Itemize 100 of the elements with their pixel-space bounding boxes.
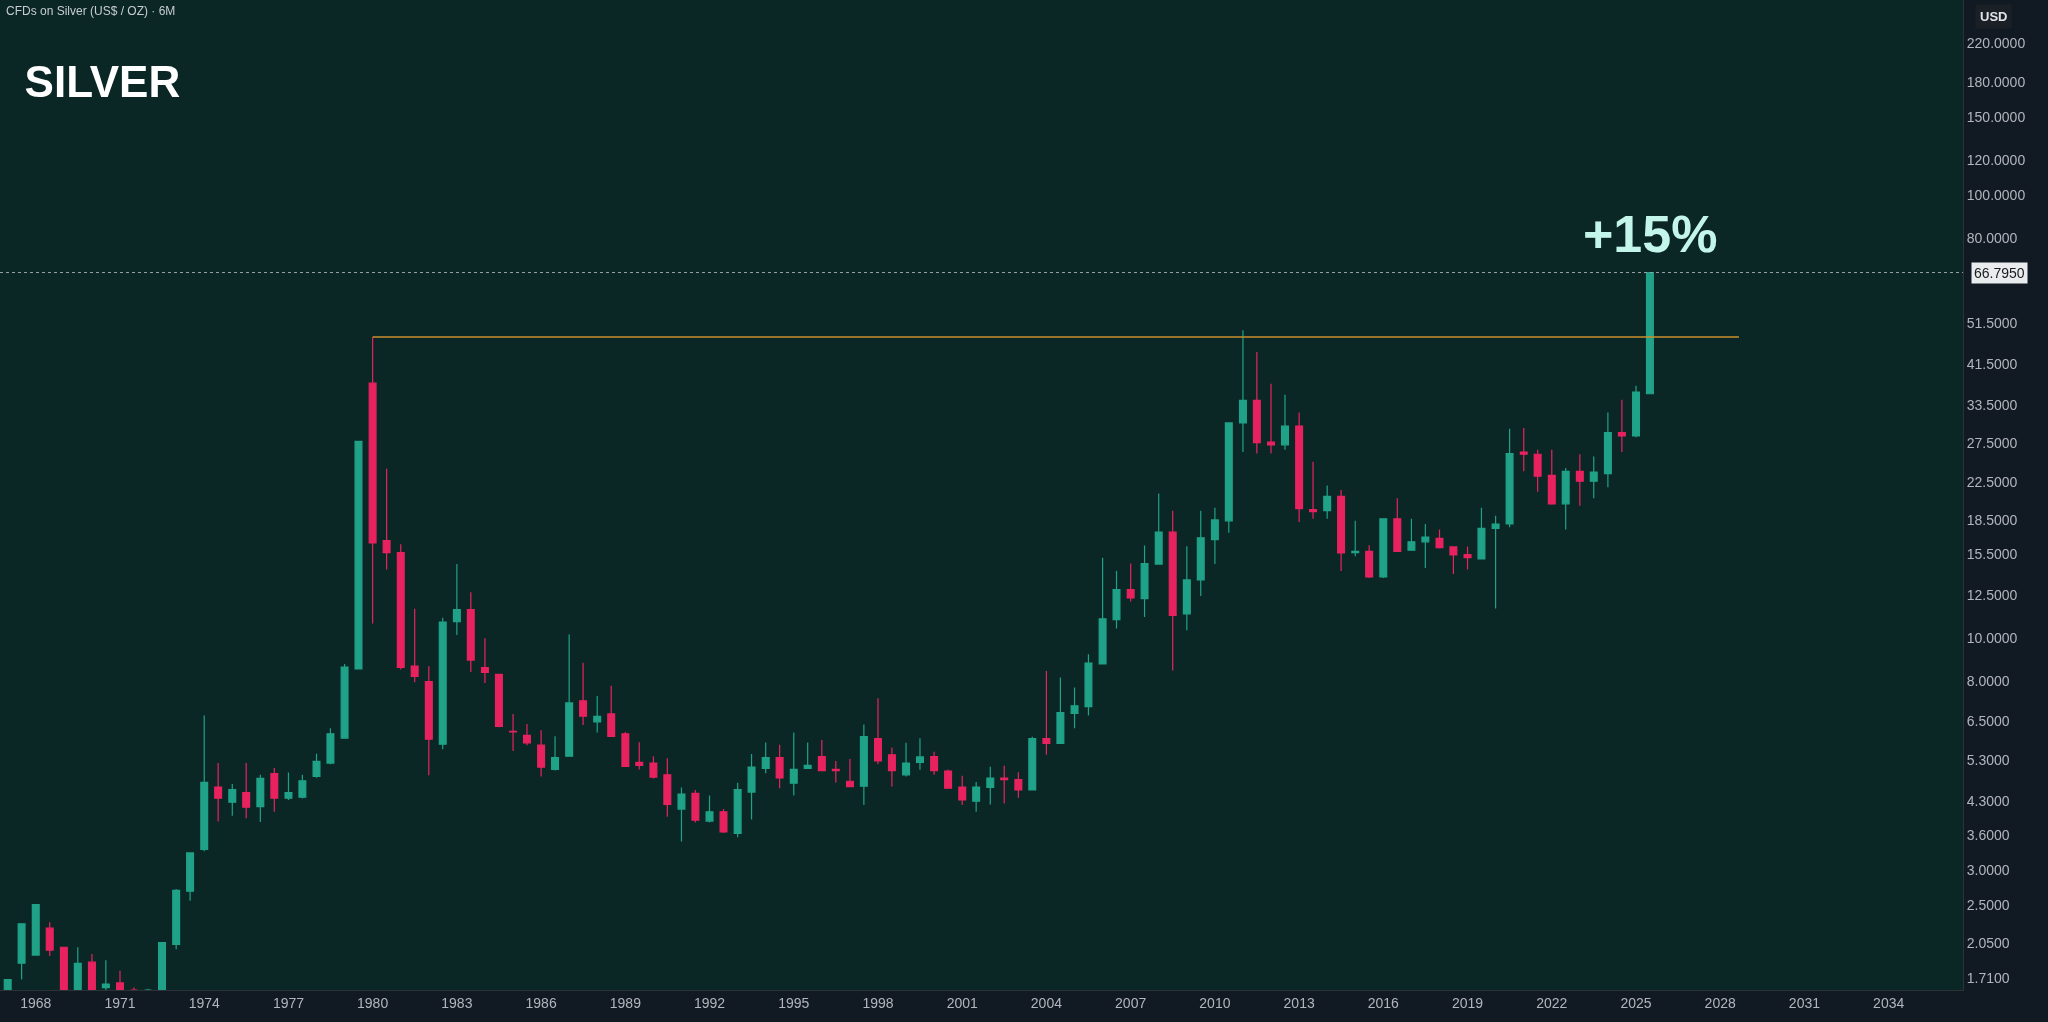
candlestick	[1154, 492, 1163, 565]
x-tick-label: 2025	[1620, 994, 1652, 1011]
candlestick	[775, 744, 784, 789]
candlestick	[1463, 545, 1472, 570]
candlestick	[1056, 676, 1065, 745]
candlestick	[1365, 544, 1374, 579]
candlestick	[902, 742, 911, 778]
candlestick	[1323, 484, 1332, 520]
y-tick-label: 220.0000	[1966, 34, 2026, 51]
x-tick-label: 1998	[862, 994, 894, 1011]
candlestick	[73, 946, 82, 990]
candlestick	[1280, 394, 1289, 451]
x-tick-label: 2004	[1030, 994, 1063, 1011]
y-tick-label: 15.5000	[1966, 545, 2018, 562]
x-tick-label: 2016	[1367, 994, 1400, 1011]
y-tick-label: 22.5000	[1966, 473, 2018, 490]
candlestick	[452, 563, 461, 636]
candlestick	[565, 633, 574, 757]
candlestick	[1295, 411, 1304, 523]
candlestick	[1491, 515, 1500, 610]
x-tick-label: 1992	[693, 994, 726, 1011]
candlestick	[31, 903, 40, 956]
candlestick	[944, 768, 953, 789]
x-tick-label: 2010	[1199, 994, 1231, 1011]
candlestick	[1407, 518, 1416, 551]
candlestick	[326, 727, 335, 765]
candlestick	[691, 789, 700, 824]
candlestick	[663, 757, 672, 818]
x-tick-label: 1995	[778, 994, 810, 1011]
candlestick	[1126, 562, 1135, 603]
candlestick	[719, 808, 728, 834]
candlestick	[607, 685, 616, 737]
candlestick	[354, 440, 363, 670]
candlestick	[1645, 271, 1654, 395]
candlestick	[1168, 510, 1177, 672]
candlestick	[242, 762, 251, 819]
y-tick-label: 4.3000	[1966, 792, 2010, 809]
candlestick	[930, 751, 939, 776]
candlestick	[579, 662, 588, 726]
candlestick	[1112, 570, 1121, 630]
candlestick	[845, 758, 854, 788]
text: SILVER	[24, 57, 181, 107]
y-tick-label: 27.5000	[1966, 435, 2018, 452]
candlestick	[831, 760, 840, 784]
candlestick	[747, 753, 756, 821]
candlestick	[1267, 383, 1276, 455]
candlestick	[1603, 411, 1612, 488]
candlestick	[1196, 510, 1205, 597]
candlestick	[1547, 449, 1556, 506]
candlestick	[1575, 453, 1584, 507]
y-tick-label: 41.5000	[1966, 356, 2018, 373]
candlestick	[593, 695, 602, 734]
candlestick	[1014, 771, 1023, 799]
candlestick	[1028, 736, 1037, 791]
y-tick-label: 51.5000	[1966, 314, 2018, 331]
y-tick-label: 180.0000	[1966, 73, 2026, 90]
candlestick	[887, 746, 896, 788]
y-tick-label: 10.0000	[1966, 630, 2018, 647]
x-tick-label: 1974	[188, 994, 220, 1011]
x-tick-label: 2007	[1115, 994, 1147, 1011]
candlestick	[1519, 427, 1528, 472]
candlestick	[621, 731, 630, 768]
candlestick	[129, 987, 138, 990]
candlestick	[1084, 653, 1093, 716]
candlestick	[1238, 329, 1247, 453]
chart-subtitle: CFDs on Silver (US$ / OZ) · 6M	[6, 4, 176, 18]
candlestick	[1449, 546, 1458, 575]
candlestick	[17, 923, 26, 981]
y-tick-label: 2.5000	[1966, 897, 2010, 914]
candlestick	[1561, 467, 1570, 530]
candlestick	[158, 941, 167, 990]
y-tick-label: 33.5000	[1966, 397, 2018, 414]
candlestick	[509, 713, 518, 752]
candlestick	[705, 794, 714, 824]
x-tick-label: 1986	[525, 994, 557, 1011]
candlestick	[1533, 449, 1542, 493]
y-tick-label: 3.6000	[1966, 826, 2010, 843]
candlestick	[1042, 670, 1051, 756]
y-tick-label: 18.5000	[1966, 511, 2018, 528]
candlestick	[200, 714, 209, 852]
candlestick	[537, 729, 546, 778]
candlestick	[1337, 489, 1346, 572]
x-tick-label: 2031	[1788, 994, 1821, 1011]
candlestick	[915, 737, 924, 771]
y-tick-label: 2.0500	[1966, 935, 2010, 952]
candlestick	[1617, 399, 1626, 453]
candlestick	[59, 946, 68, 990]
candlestick	[228, 783, 237, 817]
x-tick-label: 2034	[1873, 994, 1905, 1011]
candlestick	[1140, 544, 1149, 618]
candlestick	[1477, 507, 1486, 560]
candlestick	[3, 978, 12, 990]
y-tick-label: 8.0000	[1966, 673, 2010, 690]
candlestick	[45, 921, 54, 957]
candlestick	[298, 774, 307, 800]
candlestick	[874, 697, 883, 765]
candlestick	[340, 663, 349, 739]
y-tick-label: 80.0000	[1966, 229, 2018, 246]
candlestick	[256, 774, 265, 823]
candlestick	[284, 771, 293, 801]
